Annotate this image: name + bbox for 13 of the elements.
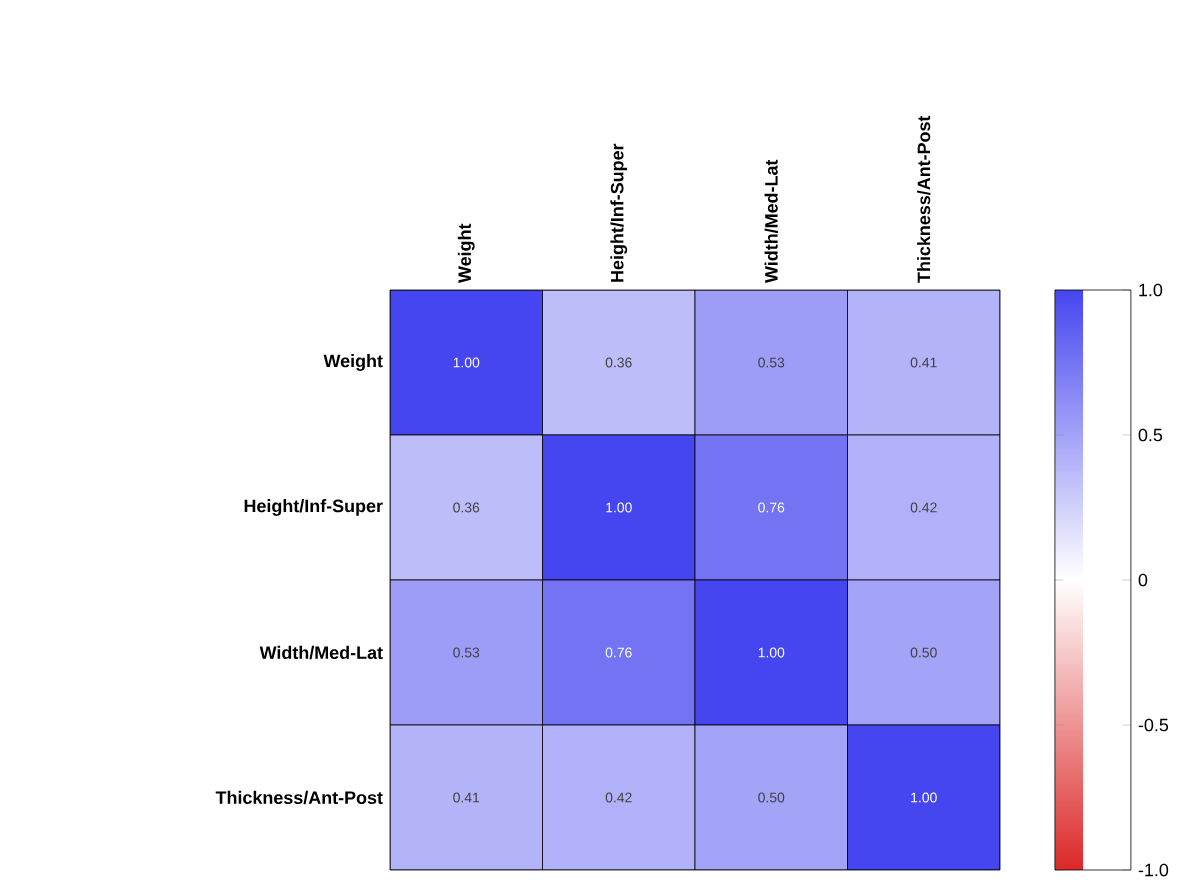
- x-tick-label: Thickness/Ant-Post: [917, 115, 931, 283]
- y-tick-label: Thickness/Ant-Post: [215, 790, 383, 805]
- x-tick-label: Height/Inf-Super: [610, 143, 628, 282]
- color-bar-label: 0.5: [1138, 428, 1163, 442]
- y-tick-label: Height/Inf-Super: [244, 499, 383, 516]
- x-tick-label: Width/Med-Lat: [764, 159, 778, 283]
- color-bar-label: -0.5: [1138, 718, 1169, 732]
- x-tick-label: Weight: [457, 223, 475, 283]
- color-bar-label: -1.0: [1138, 863, 1169, 877]
- color-bar-label: 1.0: [1139, 283, 1163, 297]
- color-bar-label: 0: [1138, 573, 1148, 587]
- y-tick-label: Width/Med-Lat: [259, 645, 383, 660]
- y-tick-label: Weight: [323, 354, 383, 371]
